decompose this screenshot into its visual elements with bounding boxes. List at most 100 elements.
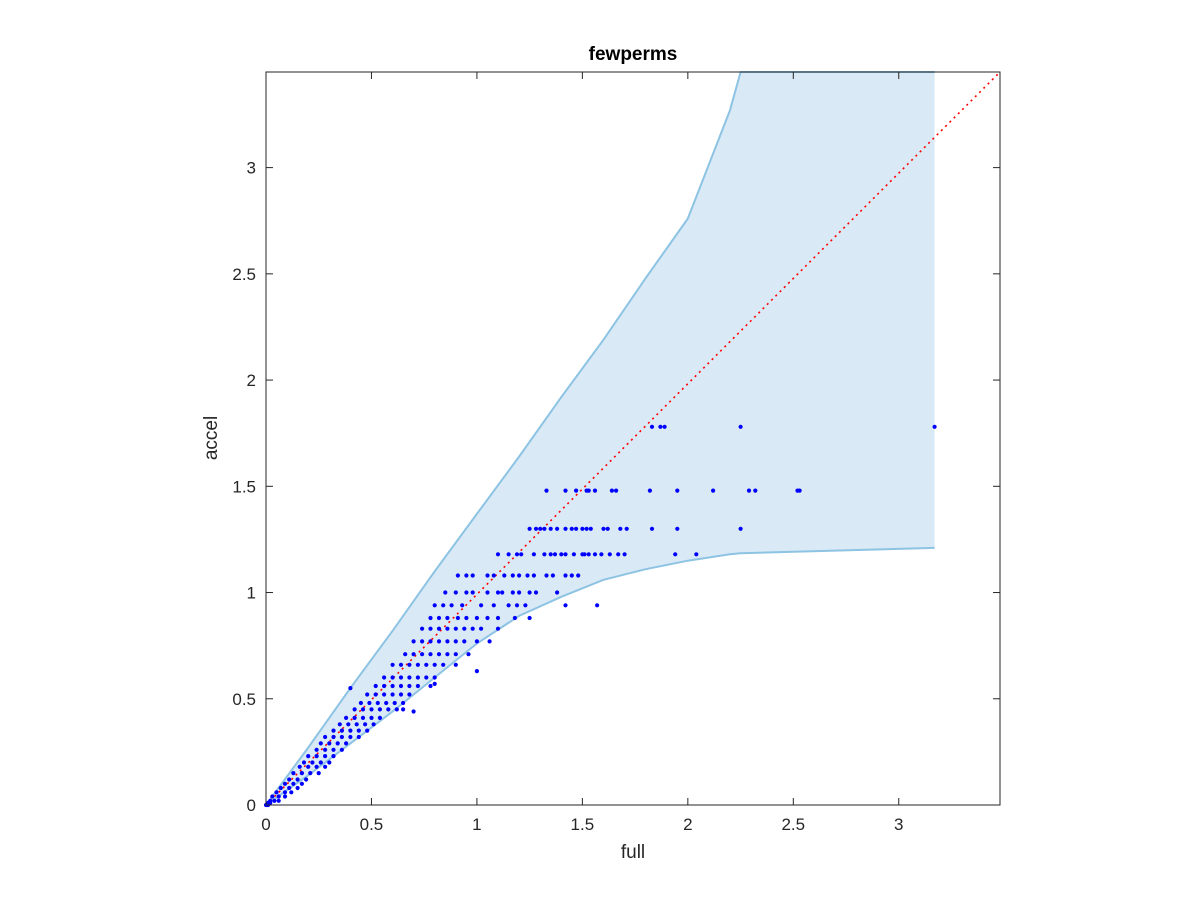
data-point xyxy=(323,764,328,769)
data-point xyxy=(339,747,344,752)
data-point xyxy=(274,790,279,795)
data-point xyxy=(453,652,458,657)
data-point xyxy=(586,552,591,557)
data-point xyxy=(502,573,507,578)
data-point xyxy=(365,728,370,733)
data-point xyxy=(616,552,621,557)
data-point xyxy=(592,552,598,557)
data-point xyxy=(576,573,581,578)
data-point xyxy=(470,590,475,595)
data-point xyxy=(318,760,323,765)
y-tick-label: 1 xyxy=(247,584,256,603)
data-point xyxy=(932,424,937,429)
data-point xyxy=(352,707,357,712)
data-point xyxy=(571,552,577,557)
x-tick-label: 0 xyxy=(261,815,270,834)
data-point xyxy=(348,728,353,733)
y-axis: 0 0.5 1 1.5 2 2.5 3 xyxy=(232,159,1000,815)
data-point xyxy=(797,488,802,493)
data-point xyxy=(495,615,501,621)
y-tick-label: 2.5 xyxy=(232,265,256,284)
data-point xyxy=(375,700,380,706)
data-point xyxy=(563,488,568,493)
data-point xyxy=(658,424,663,429)
data-point xyxy=(398,692,404,697)
data-point xyxy=(398,662,404,667)
data-point xyxy=(299,771,304,776)
data-point xyxy=(586,488,591,493)
data-point xyxy=(517,590,522,595)
data-point xyxy=(605,526,610,531)
data-point xyxy=(310,760,315,765)
data-point xyxy=(411,709,416,714)
data-point xyxy=(462,639,467,644)
data-point xyxy=(276,798,281,803)
data-point xyxy=(432,662,437,667)
data-point xyxy=(531,573,537,578)
data-point xyxy=(373,692,378,697)
data-point xyxy=(533,526,539,531)
data-point xyxy=(550,573,556,578)
data-point xyxy=(569,573,574,578)
axes-box xyxy=(265,71,1001,806)
data-point xyxy=(369,707,374,712)
data-point xyxy=(331,728,336,733)
x-axis: 0 0.5 1 1.5 2 2.5 3 xyxy=(261,72,903,834)
data-point xyxy=(584,526,589,531)
data-point xyxy=(276,794,281,799)
data-point xyxy=(738,526,743,531)
data-point xyxy=(563,573,568,578)
data-point xyxy=(373,683,378,689)
data-point xyxy=(323,754,328,759)
data-point xyxy=(411,652,416,657)
data-point xyxy=(352,715,357,721)
data-point xyxy=(563,552,568,557)
data-point xyxy=(365,692,370,697)
data-point xyxy=(314,764,319,769)
data-point xyxy=(367,700,372,706)
data-point xyxy=(574,526,579,531)
x-tick-label: 1.5 xyxy=(571,815,595,834)
data-point xyxy=(445,639,450,644)
data-point xyxy=(453,626,458,631)
data-point xyxy=(436,652,442,657)
data-point xyxy=(436,615,442,621)
data-point xyxy=(491,573,496,578)
x-tick-label: 2.5 xyxy=(781,815,805,834)
data-point xyxy=(595,603,600,608)
data-point xyxy=(453,590,458,595)
data-point xyxy=(485,573,490,578)
data-point xyxy=(316,771,321,776)
data-point xyxy=(377,715,382,721)
data-point xyxy=(548,552,553,557)
data-point xyxy=(386,707,391,712)
data-point xyxy=(358,700,363,706)
data-point xyxy=(295,777,300,782)
data-point xyxy=(542,552,547,557)
data-point xyxy=(384,700,389,706)
plot-area xyxy=(263,71,1001,808)
data-point xyxy=(618,526,623,531)
data-point xyxy=(287,785,292,791)
y-tick-label: 2 xyxy=(247,371,256,390)
y-axis-label: accel xyxy=(201,416,222,460)
data-point xyxy=(460,603,465,608)
y-tick-label: 0.5 xyxy=(232,690,256,709)
data-point xyxy=(474,615,479,621)
data-point xyxy=(428,683,433,689)
data-point xyxy=(432,675,437,680)
data-point xyxy=(538,526,543,531)
x-tick-label: 3 xyxy=(894,815,903,834)
data-point xyxy=(401,707,406,712)
data-point xyxy=(495,590,501,595)
data-point xyxy=(519,552,524,557)
data-point xyxy=(453,639,458,644)
data-point xyxy=(510,573,515,578)
data-point xyxy=(523,603,528,608)
data-point xyxy=(487,639,492,644)
data-point xyxy=(407,675,412,680)
data-point xyxy=(398,683,404,689)
data-point xyxy=(282,781,288,786)
data-point xyxy=(432,603,437,608)
